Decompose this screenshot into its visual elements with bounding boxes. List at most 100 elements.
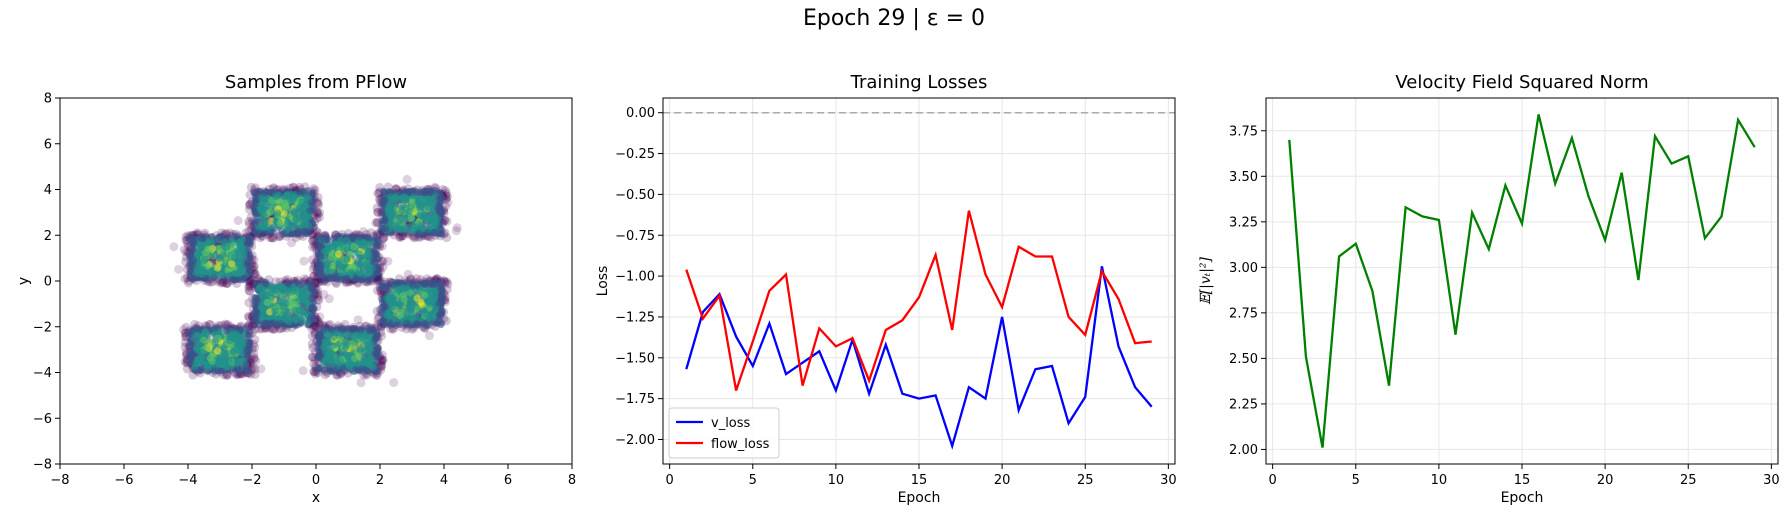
sample-point (272, 193, 280, 201)
sample-point (196, 270, 204, 278)
sample-point (379, 218, 387, 226)
sample-point (395, 188, 403, 196)
sample-cluster (371, 174, 462, 243)
sample-point (343, 255, 351, 264)
sample-point (381, 303, 389, 311)
sample-point (438, 292, 446, 300)
sample-point (302, 298, 310, 306)
sample-point (259, 210, 267, 218)
training-losses-panel: 0 5 10 15 20 25 300.00−0.25−0.50−0.75−1.00−1.2… (595, 72, 1177, 506)
sample-point (251, 297, 259, 305)
y-tick-label: −6 (33, 412, 52, 427)
sample-point (451, 226, 461, 236)
x-axis-label: x (312, 490, 320, 506)
sample-point (378, 279, 387, 287)
sample-point (236, 268, 244, 276)
sample-point (350, 354, 359, 363)
x-tick-label: −2 (242, 473, 261, 488)
sample-point (395, 232, 405, 242)
sample-point (357, 331, 365, 339)
sample-point (315, 327, 323, 336)
sample-point (174, 264, 184, 274)
legend-label: flow_loss (711, 437, 770, 452)
x-tick-label: 25 (1077, 473, 1094, 488)
sample-point (317, 261, 326, 269)
sample-point (356, 378, 366, 388)
sample-point (371, 218, 381, 228)
sample-point (394, 279, 403, 287)
sample-point (307, 255, 317, 265)
x-tick-label: −8 (50, 473, 69, 488)
sample-point (426, 280, 434, 289)
sample-point (359, 358, 368, 367)
sample-point (284, 286, 292, 294)
sample-point (277, 297, 286, 306)
sample-point (349, 234, 357, 243)
sample-point (314, 212, 324, 222)
sample-point (452, 223, 462, 233)
sample-point (373, 188, 383, 198)
sample-point (287, 238, 297, 248)
sample-point (252, 227, 260, 236)
sample-point (226, 336, 234, 345)
sample-point (385, 201, 393, 209)
sample-point (424, 331, 434, 341)
x-tick-label: −4 (178, 473, 197, 488)
sample-point (436, 311, 444, 319)
sample-point (398, 207, 406, 215)
sample-point (392, 321, 400, 329)
sample-point (295, 229, 303, 237)
sample-point (190, 236, 198, 244)
sample-point (254, 217, 262, 225)
sample-point (271, 307, 279, 315)
sample-point (269, 228, 277, 236)
sample-point (263, 298, 271, 307)
velocity-norm-panel: 0 5 10 15 20 25 302.002.252.502.753.003.253.50… (1198, 72, 1780, 506)
sample-point (407, 203, 415, 211)
sample-point (387, 192, 395, 201)
sample-point (312, 228, 322, 238)
sample-point (423, 213, 431, 221)
sample-point (310, 205, 318, 214)
sample-point (369, 326, 377, 335)
sample-point (179, 245, 189, 255)
sample-point (232, 346, 240, 354)
sample-point (319, 276, 329, 286)
sample-point (304, 221, 313, 230)
sample-point (294, 188, 302, 196)
y-axis-label: y (16, 277, 32, 285)
sample-point (388, 302, 396, 311)
sample-point (215, 245, 223, 254)
sample-point (431, 187, 439, 195)
sample-point (236, 366, 244, 374)
sample-point (258, 231, 268, 241)
y-tick-label: −8 (33, 458, 52, 473)
y-tick-label: 2 (44, 229, 52, 244)
sample-point (330, 333, 338, 341)
sample-cluster (299, 227, 393, 289)
x-tick-label: 2 (376, 473, 384, 488)
sample-point (230, 242, 238, 250)
y-tick-label: −1.00 (615, 270, 655, 285)
sample-point (203, 343, 211, 352)
sample-point (397, 214, 405, 222)
x-tick-label: 6 (504, 473, 512, 488)
sample-point (355, 250, 363, 258)
sample-point (413, 281, 421, 289)
x-tick-label: −6 (114, 473, 133, 488)
sample-point (211, 270, 219, 278)
sample-point (238, 341, 247, 349)
sample-point (392, 197, 400, 206)
sample-point (320, 234, 328, 243)
sample-point (299, 256, 309, 266)
sample-point (289, 194, 297, 203)
sample-point (282, 316, 290, 324)
sample-point (210, 367, 218, 375)
sample-point (240, 275, 248, 284)
y-axis-label: Loss (595, 266, 611, 297)
y-tick-label: −1.50 (615, 351, 655, 366)
sample-point (244, 286, 254, 296)
sample-point (228, 260, 236, 268)
y-tick-label: −4 (33, 366, 52, 381)
